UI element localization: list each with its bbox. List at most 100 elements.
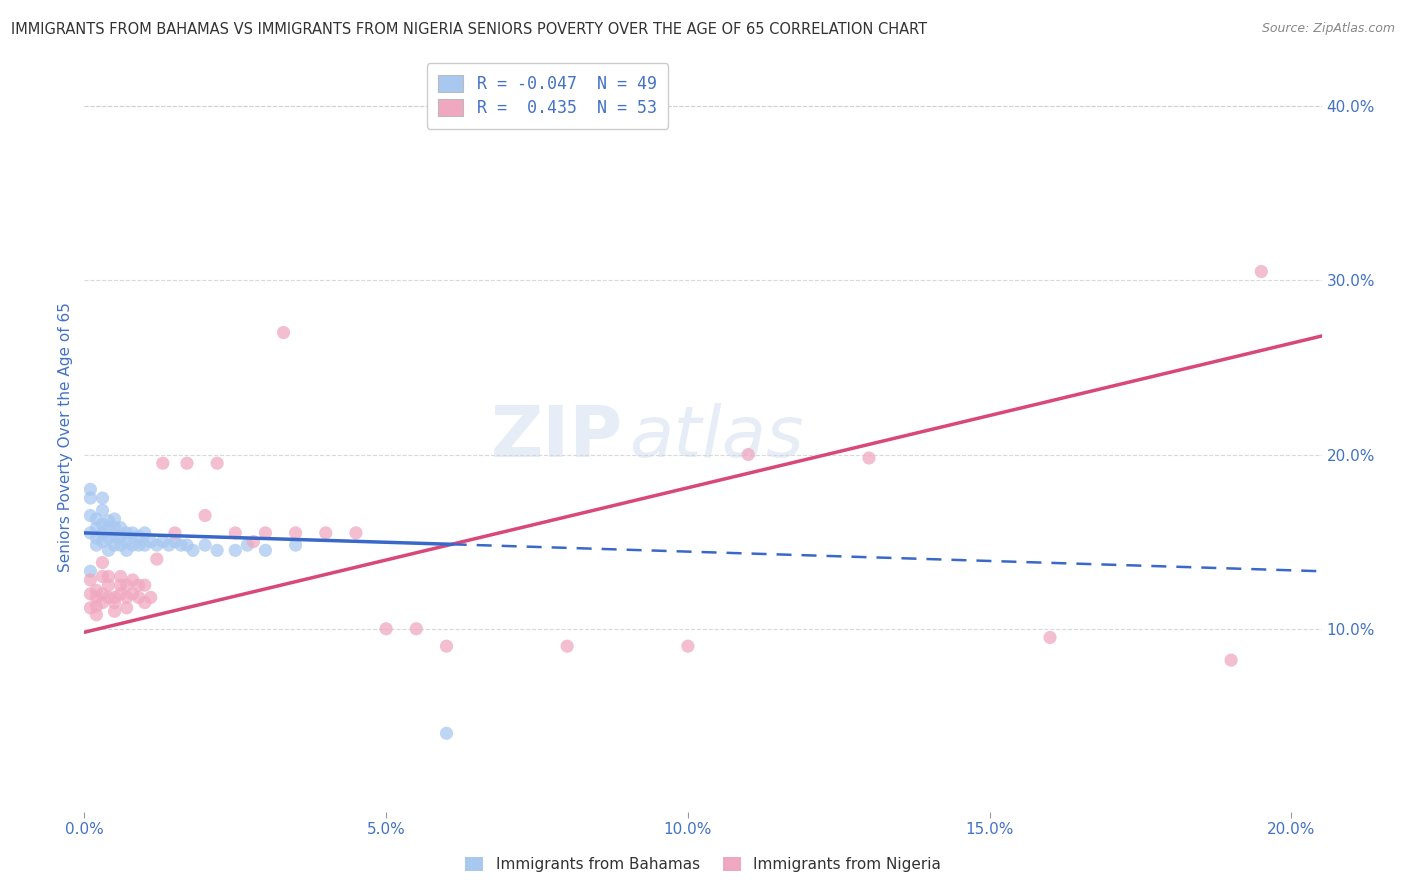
Point <box>103 538 125 552</box>
Point <box>115 525 138 540</box>
Point <box>86 607 108 622</box>
Point <box>284 525 307 540</box>
Point <box>139 591 162 605</box>
Point <box>676 639 699 653</box>
Point <box>103 591 125 605</box>
Point <box>194 508 217 523</box>
Point <box>86 512 108 526</box>
Point <box>115 534 138 549</box>
Point <box>224 525 246 540</box>
Point <box>181 543 204 558</box>
Legend: R = -0.047  N = 49, R =  0.435  N = 53: R = -0.047 N = 49, R = 0.435 N = 53 <box>427 63 668 128</box>
Point <box>121 525 143 540</box>
Point <box>97 514 120 528</box>
Point <box>254 543 277 558</box>
Point <box>163 534 186 549</box>
Point <box>146 552 169 566</box>
Point <box>91 491 114 505</box>
Point <box>436 639 458 653</box>
Point <box>97 521 120 535</box>
Point <box>555 639 578 653</box>
Point <box>91 556 114 570</box>
Point <box>91 525 114 540</box>
Point <box>254 525 277 540</box>
Text: atlas: atlas <box>628 402 803 472</box>
Point <box>86 583 108 598</box>
Point <box>139 534 162 549</box>
Point <box>134 578 156 592</box>
Point <box>79 564 101 578</box>
Point <box>121 587 143 601</box>
Point <box>134 596 156 610</box>
Point <box>97 578 120 592</box>
Point <box>205 543 228 558</box>
Point <box>121 573 143 587</box>
Point <box>86 531 108 545</box>
Point <box>110 587 132 601</box>
Point <box>110 569 132 583</box>
Point <box>170 538 193 552</box>
Point <box>121 538 143 552</box>
Point <box>163 525 186 540</box>
Point <box>737 448 759 462</box>
Point <box>86 521 108 535</box>
Point <box>91 517 114 532</box>
Point <box>97 531 120 545</box>
Point <box>91 503 114 517</box>
Text: IMMIGRANTS FROM BAHAMAS VS IMMIGRANTS FROM NIGERIA SENIORS POVERTY OVER THE AGE : IMMIGRANTS FROM BAHAMAS VS IMMIGRANTS FR… <box>11 22 928 37</box>
Point <box>152 534 174 549</box>
Point <box>134 525 156 540</box>
Point <box>115 600 138 615</box>
Point <box>79 491 101 505</box>
Point <box>1220 653 1243 667</box>
Point <box>176 538 198 552</box>
Point <box>97 543 120 558</box>
Point <box>79 573 101 587</box>
Point <box>91 534 114 549</box>
Point <box>194 538 217 552</box>
Text: ZIP: ZIP <box>491 402 623 472</box>
Point <box>103 512 125 526</box>
Point <box>146 538 169 552</box>
Point <box>405 622 427 636</box>
Point <box>115 578 138 592</box>
Point <box>86 538 108 552</box>
Point <box>86 591 108 605</box>
Point <box>103 596 125 610</box>
Point <box>176 456 198 470</box>
Point <box>79 508 101 523</box>
Point <box>91 587 114 601</box>
Point <box>103 529 125 543</box>
Point <box>128 578 150 592</box>
Point <box>128 529 150 543</box>
Point <box>205 456 228 470</box>
Point <box>91 569 114 583</box>
Point <box>79 483 101 497</box>
Point <box>344 525 367 540</box>
Point <box>236 538 259 552</box>
Point <box>103 604 125 618</box>
Point <box>1250 264 1272 278</box>
Point <box>115 543 138 558</box>
Point <box>103 521 125 535</box>
Point <box>79 587 101 601</box>
Point <box>152 456 174 470</box>
Point <box>134 538 156 552</box>
Point <box>110 529 132 543</box>
Point <box>128 538 150 552</box>
Point <box>436 726 458 740</box>
Point <box>97 569 120 583</box>
Point <box>224 543 246 558</box>
Point <box>375 622 398 636</box>
Point <box>97 591 120 605</box>
Point <box>110 578 132 592</box>
Point <box>91 596 114 610</box>
Text: Source: ZipAtlas.com: Source: ZipAtlas.com <box>1261 22 1395 36</box>
Point <box>284 538 307 552</box>
Point <box>79 600 101 615</box>
Point <box>858 450 880 465</box>
Point <box>1039 631 1062 645</box>
Point <box>86 599 108 613</box>
Point <box>242 534 264 549</box>
Point <box>273 326 295 340</box>
